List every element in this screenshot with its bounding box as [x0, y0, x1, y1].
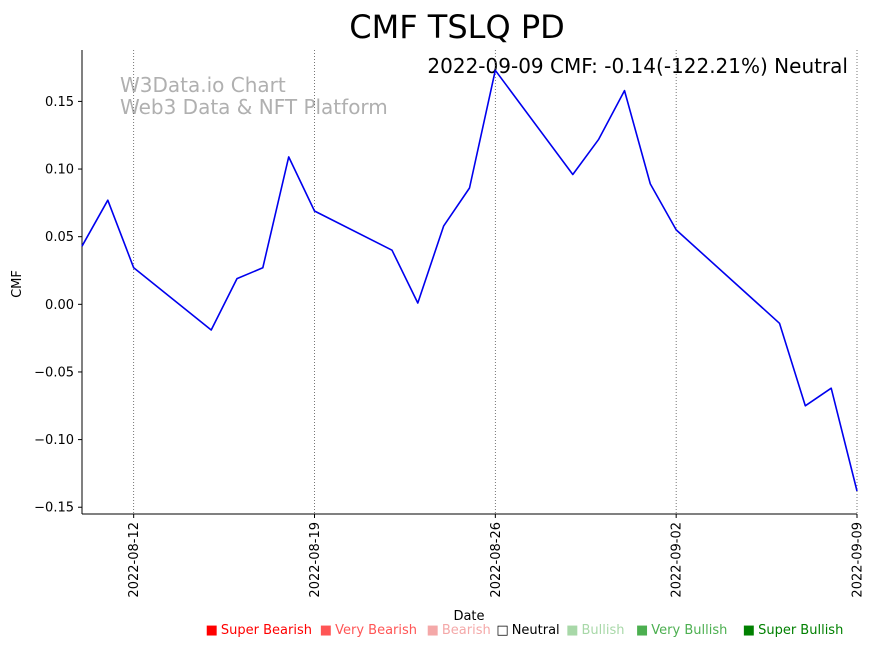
legend-item-6: ■ Super Bullish [743, 623, 844, 638]
x-tick-label: 2022-08-19 [308, 522, 323, 598]
series-line-0 [81, 69, 858, 492]
x-tick-label: 2022-08-26 [489, 522, 504, 598]
legend-item-2: ■ Bearish [427, 623, 491, 638]
x-tick-label: 2022-08-12 [127, 522, 142, 598]
legend-item-5: ■ Very Bullish [636, 623, 727, 638]
legend-item-1: ■ Very Bearish [320, 623, 417, 638]
legend-item-3: □ Neutral [496, 623, 559, 638]
watermark-line-2: Web3 Data & NFT Platform [120, 95, 388, 119]
legend-item-0: ■ Super Bearish [206, 623, 312, 638]
vertical-gridlines [133, 50, 858, 514]
legend-marker-icon: ■ [206, 623, 218, 638]
tick-labels: −0.15 −0.10 −0.05 0.00 0.05 0.10 0.15 2022-08-1… [34, 95, 865, 598]
legend-label: Very Bullish [651, 623, 727, 638]
chart-title: CMF TSLQ PD [349, 8, 565, 46]
legend-marker-icon: ■ [320, 623, 332, 638]
axes [81, 50, 857, 515]
legend-marker-icon: ■ [427, 623, 439, 638]
legend-marker-icon: ■ [636, 623, 648, 638]
legend-label: Bullish [581, 623, 624, 638]
legend-label: Super Bullish [758, 623, 843, 638]
legend-label: Neutral [512, 623, 560, 638]
status-line: 2022-09-09 CMF: -0.14(-122.21%) Neutral [427, 54, 848, 78]
y-tick-label: −0.10 [34, 433, 74, 448]
legend: ■ Super Bearish ■ Very Bearish ■ Bearish □ Neut… [206, 623, 844, 638]
y-tick-label: −0.05 [34, 365, 74, 380]
x-axis-label: Date [453, 609, 484, 624]
y-tick-label: 0.05 [45, 230, 74, 245]
legend-marker-icon: ■ [566, 623, 578, 638]
y-tick-label: 0.00 [45, 298, 74, 313]
watermark-line-1: W3Data.io Chart [120, 73, 286, 97]
x-tick-label: 2022-09-09 [851, 522, 866, 598]
legend-marker-icon: □ [496, 623, 508, 638]
series-layer [81, 69, 858, 492]
legend-label: Super Bearish [221, 623, 312, 638]
y-tick-label: −0.15 [34, 501, 74, 516]
legend-label: Very Bearish [335, 623, 417, 638]
y-axis-label: CMF [10, 270, 25, 298]
x-tick-label: 2022-09-02 [670, 522, 685, 598]
legend-label: Bearish [442, 623, 491, 638]
legend-item-4: ■ Bullish [566, 623, 624, 638]
y-tick-label: 0.10 [45, 163, 74, 178]
legend-marker-icon: ■ [743, 623, 755, 638]
y-tick-label: 0.15 [45, 95, 74, 110]
